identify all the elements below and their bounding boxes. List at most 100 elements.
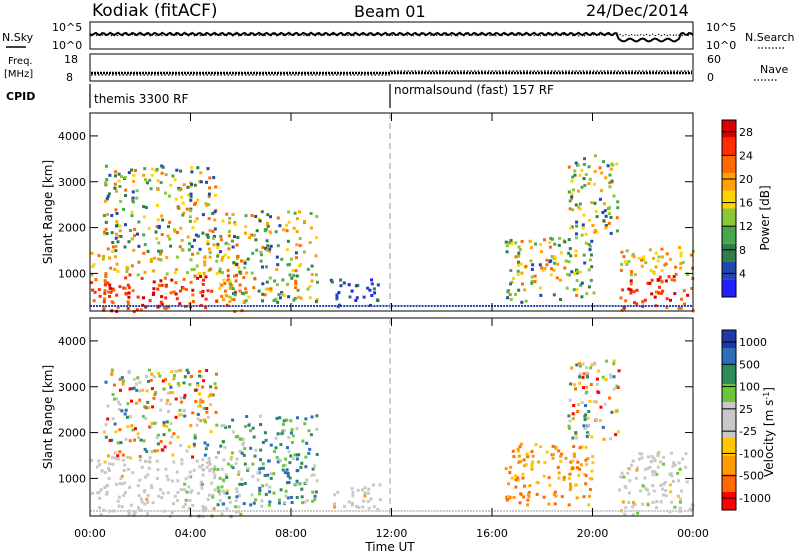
range-cell (685, 480, 689, 484)
range-cell (285, 468, 289, 472)
range-cell (678, 500, 682, 504)
range-cell (182, 211, 186, 215)
range-cell (343, 305, 346, 307)
range-cell (355, 504, 358, 508)
range-cell (295, 453, 299, 457)
range-cell (113, 268, 117, 271)
range-cell (615, 162, 619, 166)
x-tick-label: 04:00 (175, 527, 207, 540)
range-cell (137, 244, 141, 248)
range-cell (207, 247, 211, 251)
range-cell (129, 229, 133, 232)
range-cell (355, 305, 358, 307)
range-cell (653, 470, 657, 474)
range-cell (200, 486, 204, 490)
range-cell (585, 385, 589, 389)
range-cell (219, 250, 222, 254)
range-cell (132, 310, 136, 314)
range-cell (159, 488, 163, 492)
range-cell (232, 298, 236, 302)
range-cell (518, 510, 521, 512)
range-cell (310, 226, 313, 230)
colorbar-segment (722, 366, 736, 384)
range-cell (650, 305, 653, 307)
nsky-tick-top: 10^5 (52, 21, 82, 34)
range-cell (228, 280, 232, 284)
range-cell (516, 272, 520, 276)
range-cell (315, 236, 318, 240)
range-cell (142, 251, 146, 255)
range-cell (174, 415, 178, 419)
range-cell (243, 510, 246, 512)
range-cell (114, 456, 118, 460)
range-cell (196, 166, 200, 170)
range-cell (519, 460, 523, 463)
range-cell (350, 503, 354, 507)
colorbar-segment (722, 137, 736, 156)
range-cell (592, 291, 596, 295)
range-cell (352, 305, 355, 307)
range-cell (191, 226, 195, 230)
range-cell (232, 430, 236, 434)
range-cell (90, 251, 94, 255)
range-cell (206, 443, 210, 447)
range-cell (382, 510, 385, 512)
range-cell (181, 213, 185, 217)
range-cell (535, 492, 539, 496)
range-cell (397, 305, 400, 307)
range-cell (198, 305, 201, 307)
range-cell (406, 510, 409, 512)
range-cell (260, 210, 264, 214)
range-cell (97, 288, 101, 292)
range-cell (225, 491, 229, 495)
range-cell (281, 429, 284, 433)
range-cell (582, 253, 586, 257)
range-cell (167, 428, 171, 432)
range-cell (186, 271, 189, 275)
range-cell (119, 199, 123, 203)
range-cell (548, 245, 552, 249)
range-cell (204, 202, 208, 206)
range-cell (139, 508, 143, 512)
range-cell (188, 181, 192, 185)
range-cell (90, 305, 92, 307)
range-cell (105, 212, 109, 216)
range-cell (334, 510, 337, 512)
range-cell (294, 269, 298, 273)
range-cell (573, 272, 577, 276)
range-cell (656, 454, 660, 458)
range-cell (130, 214, 134, 218)
range-cell (460, 305, 463, 307)
range-cell (226, 274, 230, 278)
range-cell (120, 474, 124, 478)
range-cell (106, 417, 110, 421)
range-cell (172, 290, 176, 294)
range-cell (127, 370, 131, 373)
range-cell (202, 278, 205, 282)
range-cell (269, 472, 273, 476)
range-cell (157, 283, 161, 287)
range-cell (273, 510, 276, 512)
range-cell (126, 307, 130, 310)
range-cell (155, 436, 159, 440)
range-cell (111, 241, 115, 244)
range-cell (193, 433, 197, 437)
range-cell (199, 171, 203, 175)
range-cell (142, 296, 145, 300)
range-cell (578, 362, 582, 365)
range-cell (403, 510, 406, 512)
range-cell (640, 264, 644, 268)
range-cell (307, 429, 311, 433)
range-cell (571, 417, 575, 421)
range-cell (275, 255, 279, 259)
range-cell (227, 496, 231, 500)
range-cell (160, 171, 164, 175)
range-cell (142, 215, 146, 219)
range-cell (136, 376, 140, 380)
range-cell (311, 499, 315, 503)
range-cell (601, 375, 605, 379)
range-cell (208, 255, 212, 259)
range-cell (517, 260, 520, 264)
range-cell (575, 232, 578, 236)
